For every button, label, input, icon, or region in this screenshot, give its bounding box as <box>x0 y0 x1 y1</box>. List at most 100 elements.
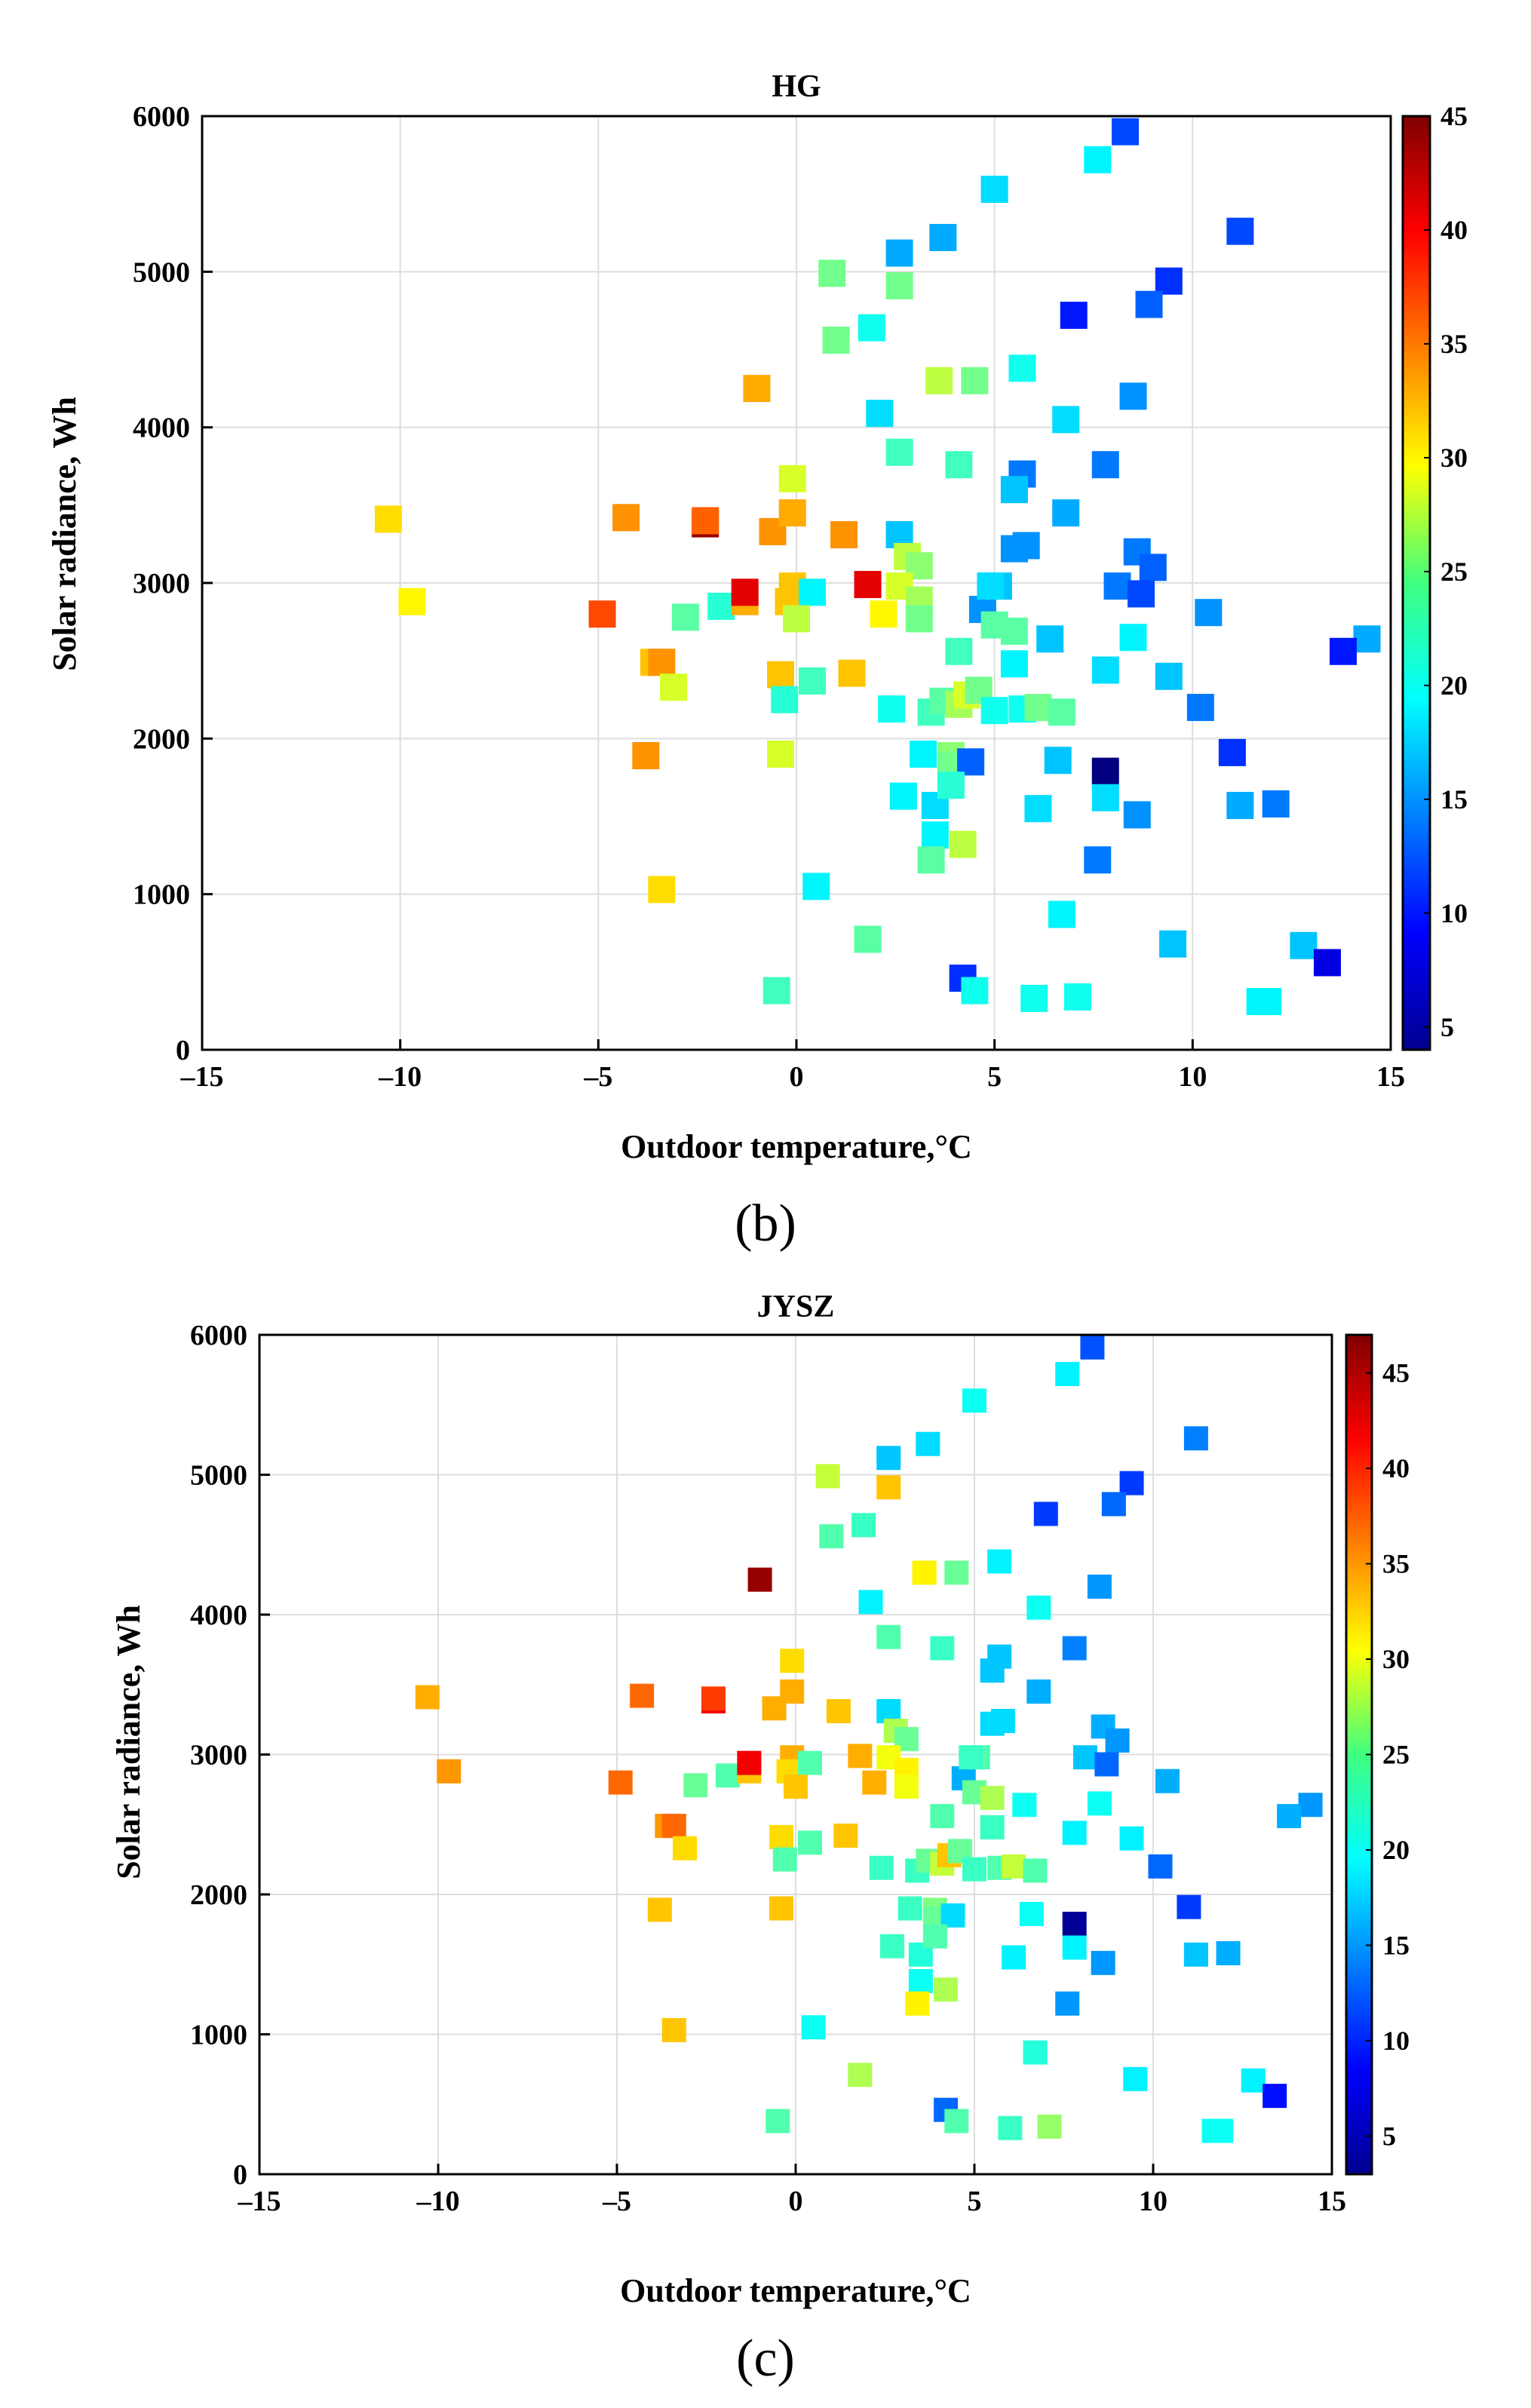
colorbar-tick-label: 25 <box>1440 557 1468 587</box>
x-tick-label: –5 <box>583 1061 612 1093</box>
panel-label: (c) <box>736 2330 795 2388</box>
data-point <box>1052 406 1080 434</box>
data-point <box>944 2109 969 2133</box>
data-point <box>1072 1745 1097 1770</box>
data-point <box>912 1560 937 1585</box>
data-point <box>673 1836 698 1860</box>
data-point <box>815 1464 840 1489</box>
data-point <box>826 1698 851 1723</box>
data-point <box>862 1770 887 1795</box>
data-point <box>1209 2118 1234 2143</box>
data-point <box>957 748 985 776</box>
x-tick-label: 15 <box>1376 1061 1405 1093</box>
data-point <box>747 1567 772 1592</box>
data-point <box>1218 738 1246 766</box>
data-point <box>632 742 660 770</box>
y-tick-label: 3000 <box>190 1740 247 1771</box>
data-point <box>922 1924 947 1949</box>
chart-title: JYSZ <box>757 1290 835 1324</box>
data-point <box>1062 1935 1087 1960</box>
data-point <box>977 572 1005 600</box>
data-point <box>671 603 699 631</box>
data-point <box>962 1857 986 1882</box>
data-point <box>1135 290 1163 318</box>
data-point <box>1000 476 1028 504</box>
data-point <box>778 499 806 527</box>
data-point <box>830 521 858 549</box>
data-point <box>848 1744 873 1768</box>
data-point <box>1226 217 1254 245</box>
data-point <box>766 661 794 689</box>
data-point <box>961 977 989 1005</box>
data-point <box>894 1775 919 1799</box>
y-tick-label: 6000 <box>190 1320 247 1351</box>
y-tick-label: 2000 <box>133 723 190 755</box>
data-point <box>930 1636 955 1661</box>
data-point <box>1353 625 1381 653</box>
data-point <box>889 782 917 810</box>
x-axis-label: Outdoor temperature,°C <box>621 1128 972 1165</box>
data-point <box>925 367 953 394</box>
colorbar-tick-label: 40 <box>1382 1453 1410 1483</box>
data-point <box>1008 354 1036 382</box>
data-point <box>876 1446 901 1471</box>
data-point <box>769 1824 794 1849</box>
data-point <box>858 314 885 342</box>
data-point <box>908 1969 933 1994</box>
data-point <box>910 740 937 768</box>
data-point <box>870 600 897 628</box>
data-point <box>854 925 882 953</box>
data-point <box>661 1814 686 1839</box>
data-point <box>1139 554 1167 581</box>
chart-panel-hg: HG –15 –10 –5 0 5 10 15 0 1000 2000 3000 4000 5000 6… <box>46 69 1468 1253</box>
data-point <box>766 740 794 768</box>
y-tick-label: 1000 <box>190 2020 247 2051</box>
data-point <box>762 977 790 1005</box>
data-point <box>885 438 913 466</box>
data-point <box>701 1686 726 1711</box>
data-point <box>661 2017 686 2042</box>
data-point <box>869 1855 894 1880</box>
colorbar-tick-label: 20 <box>1382 1835 1410 1865</box>
data-point <box>1024 795 1052 823</box>
data-point <box>822 327 850 354</box>
data-point <box>876 1475 901 1500</box>
data-point <box>1044 747 1072 775</box>
y-tick-label: 6000 <box>133 101 190 133</box>
data-point <box>1183 1426 1208 1451</box>
x-tick-label: –10 <box>378 1061 422 1093</box>
data-point <box>797 1750 822 1775</box>
data-point <box>692 507 719 535</box>
data-point <box>1091 784 1119 811</box>
colorbar-tick-label: 45 <box>1382 1358 1410 1388</box>
data-point <box>940 1903 965 1928</box>
data-point <box>1123 801 1151 829</box>
data-point <box>1062 1911 1087 1936</box>
y-tick-label: 1000 <box>133 879 190 911</box>
data-point <box>905 605 933 633</box>
data-point <box>905 1991 930 2016</box>
data-point <box>833 1824 858 1848</box>
data-point <box>1290 931 1318 959</box>
data-point <box>1063 983 1091 1011</box>
data-point <box>731 578 759 606</box>
data-point <box>415 1685 440 1710</box>
y-tick-label: 0 <box>233 2159 247 2191</box>
data-point <box>1087 1574 1112 1599</box>
y-tick-label: 4000 <box>190 1600 247 1631</box>
data-point <box>879 1934 904 1959</box>
data-point <box>1055 1991 1080 2016</box>
data-point <box>437 1759 462 1784</box>
data-point <box>1262 790 1290 817</box>
data-point <box>854 571 882 599</box>
panel-label: (b) <box>735 1195 796 1253</box>
x-tick-label: –5 <box>602 2186 631 2217</box>
data-point <box>959 1745 983 1770</box>
data-point <box>374 505 402 533</box>
data-point <box>937 771 965 799</box>
data-point <box>1036 625 1064 653</box>
data-point <box>1119 1471 1144 1495</box>
chart-panel-jysz: JYSZ –15 –10 –5 0 5 10 15 0 1000 2000 3000 4000 500… <box>110 1290 1410 2388</box>
colorbar-tick-label: 5 <box>1440 1012 1454 1042</box>
